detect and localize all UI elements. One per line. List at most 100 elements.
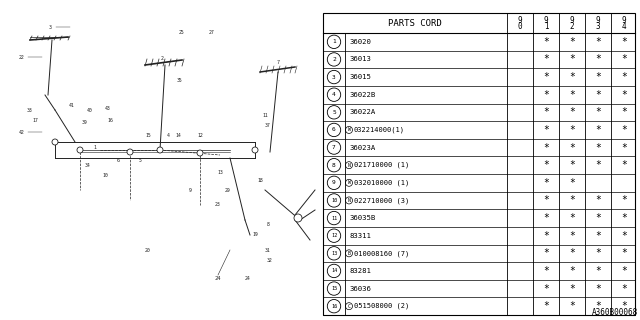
- Text: 41: 41: [69, 102, 75, 108]
- Text: *: *: [621, 54, 627, 64]
- Text: *: *: [595, 266, 601, 276]
- Text: 1: 1: [544, 21, 548, 30]
- Text: 32: 32: [267, 258, 273, 262]
- Text: 4: 4: [332, 92, 336, 97]
- Text: 2: 2: [161, 55, 163, 60]
- Text: *: *: [543, 284, 549, 293]
- Text: 5: 5: [139, 157, 141, 163]
- Text: C: C: [348, 304, 351, 309]
- Circle shape: [52, 139, 58, 145]
- Text: 021710000 (1): 021710000 (1): [353, 162, 409, 168]
- Text: *: *: [595, 125, 601, 135]
- Text: *: *: [621, 301, 627, 311]
- Text: *: *: [595, 72, 601, 82]
- Text: *: *: [569, 72, 575, 82]
- Text: 16: 16: [107, 117, 113, 123]
- Text: 6: 6: [332, 127, 336, 132]
- Text: 12: 12: [331, 233, 337, 238]
- Text: 9: 9: [621, 15, 627, 25]
- Circle shape: [294, 214, 302, 222]
- Text: 36020: 36020: [349, 39, 371, 45]
- Text: *: *: [595, 37, 601, 47]
- Text: *: *: [569, 284, 575, 293]
- Text: 1: 1: [93, 145, 97, 149]
- Circle shape: [77, 147, 83, 153]
- Text: *: *: [569, 160, 575, 170]
- Text: *: *: [595, 284, 601, 293]
- Text: *: *: [595, 54, 601, 64]
- Text: *: *: [621, 143, 627, 153]
- Text: 43: 43: [105, 106, 111, 110]
- Text: *: *: [569, 266, 575, 276]
- Text: *: *: [621, 196, 627, 205]
- Text: 20: 20: [145, 247, 151, 252]
- Text: 14: 14: [175, 132, 181, 138]
- Text: *: *: [595, 231, 601, 241]
- Text: 3: 3: [596, 21, 600, 30]
- Text: W: W: [348, 180, 351, 185]
- Text: *: *: [621, 248, 627, 258]
- Text: 12: 12: [197, 132, 203, 138]
- Text: *: *: [543, 143, 549, 153]
- Text: W: W: [348, 127, 351, 132]
- Circle shape: [127, 149, 133, 155]
- Text: 010008160 (7): 010008160 (7): [353, 250, 409, 257]
- Text: *: *: [595, 196, 601, 205]
- Text: 4: 4: [621, 21, 627, 30]
- Text: A360B00068: A360B00068: [592, 308, 638, 317]
- Text: *: *: [543, 178, 549, 188]
- Text: 11: 11: [262, 113, 268, 117]
- Text: *: *: [569, 107, 575, 117]
- Text: 16: 16: [331, 304, 337, 309]
- Text: 39: 39: [82, 119, 88, 124]
- Text: *: *: [543, 37, 549, 47]
- Text: 0: 0: [518, 21, 522, 30]
- Text: *: *: [543, 266, 549, 276]
- Text: 5: 5: [332, 110, 336, 115]
- Text: 9: 9: [189, 188, 191, 193]
- Text: 18: 18: [257, 178, 263, 182]
- Text: PARTS CORD: PARTS CORD: [388, 19, 442, 28]
- Text: 1: 1: [332, 39, 336, 44]
- Text: *: *: [595, 160, 601, 170]
- Text: 8: 8: [332, 163, 336, 168]
- Text: 4: 4: [166, 132, 170, 138]
- Text: *: *: [543, 248, 549, 258]
- Text: 24: 24: [245, 276, 251, 281]
- Text: *: *: [543, 196, 549, 205]
- Text: *: *: [621, 125, 627, 135]
- Text: 34: 34: [85, 163, 91, 167]
- Text: 27: 27: [209, 29, 215, 35]
- Text: 022710000 (3): 022710000 (3): [353, 197, 409, 204]
- Text: 2: 2: [332, 57, 336, 62]
- Text: 42: 42: [19, 130, 25, 134]
- Text: 7: 7: [276, 60, 280, 65]
- Text: 19: 19: [252, 233, 258, 237]
- Text: *: *: [569, 196, 575, 205]
- Text: *: *: [569, 90, 575, 100]
- Text: 3: 3: [332, 75, 336, 80]
- Circle shape: [157, 147, 163, 153]
- Text: 6: 6: [116, 157, 120, 163]
- Text: 36036: 36036: [349, 285, 371, 292]
- Text: *: *: [621, 213, 627, 223]
- Text: *: *: [595, 301, 601, 311]
- Bar: [323, 13, 635, 315]
- Text: 22: 22: [19, 54, 25, 60]
- Text: *: *: [621, 72, 627, 82]
- Text: *: *: [595, 107, 601, 117]
- Text: 8: 8: [267, 222, 269, 228]
- Text: *: *: [543, 160, 549, 170]
- Text: 36013: 36013: [349, 56, 371, 62]
- Text: 29: 29: [225, 188, 231, 193]
- Text: 051508000 (2): 051508000 (2): [353, 303, 409, 309]
- Text: *: *: [543, 125, 549, 135]
- Text: *: *: [543, 301, 549, 311]
- Text: 13: 13: [217, 170, 223, 174]
- Text: 23: 23: [215, 203, 221, 207]
- Text: 032010000 (1): 032010000 (1): [353, 180, 409, 186]
- Text: *: *: [595, 248, 601, 258]
- Text: 10: 10: [331, 198, 337, 203]
- Text: *: *: [569, 213, 575, 223]
- Text: *: *: [543, 72, 549, 82]
